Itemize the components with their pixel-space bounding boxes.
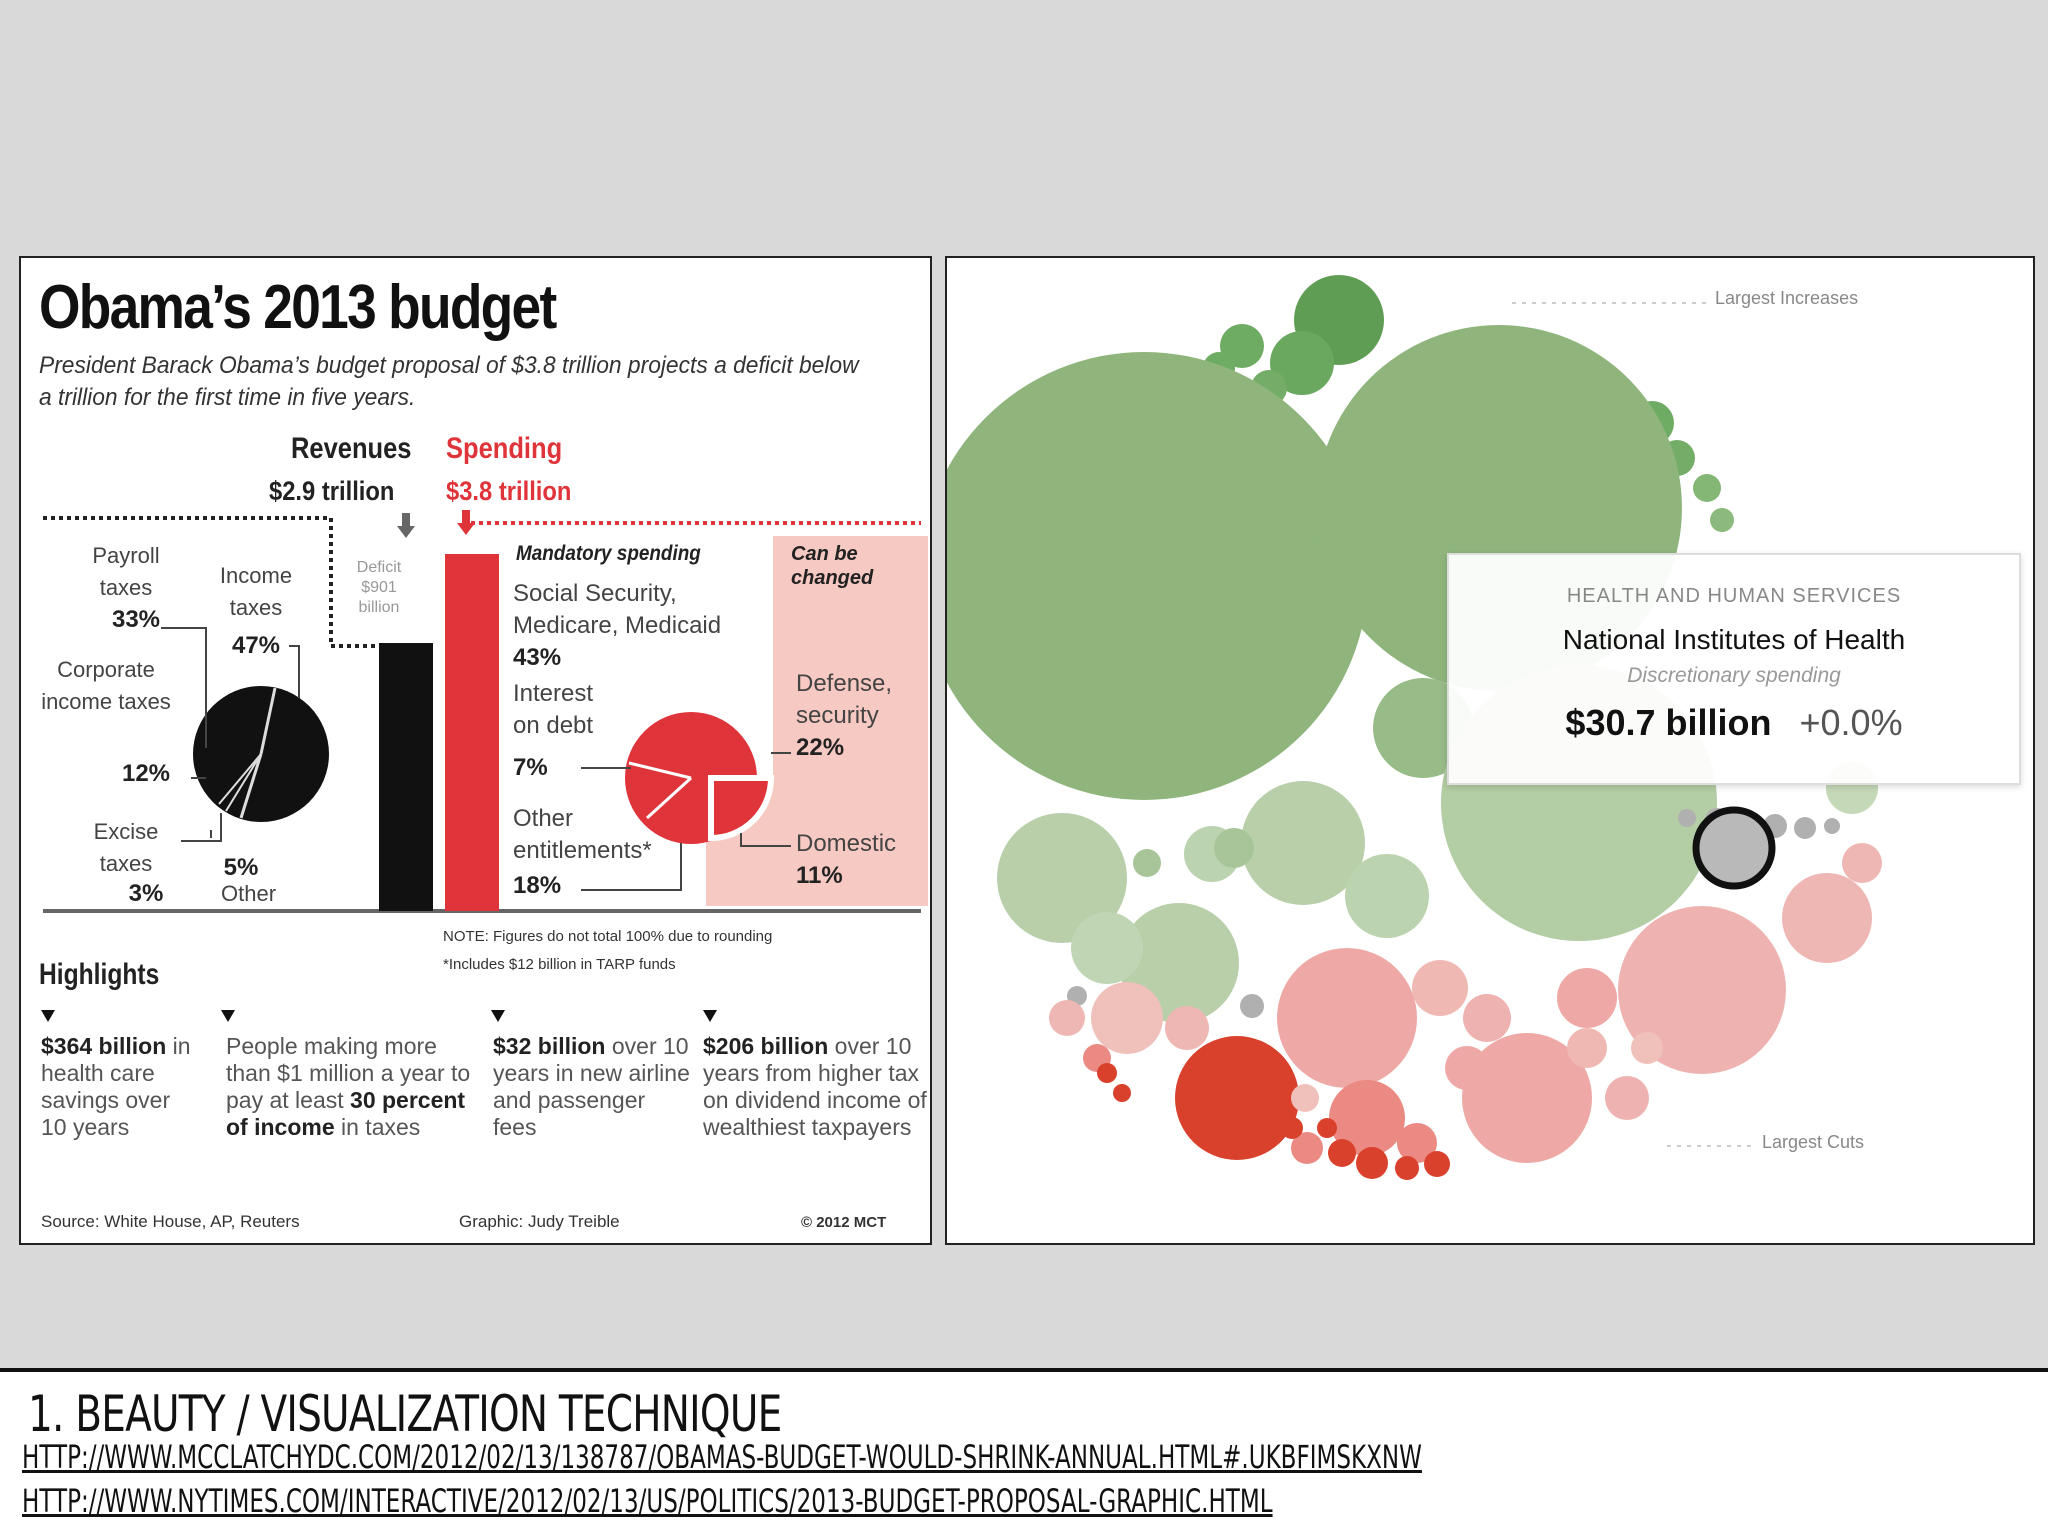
tooltip-amount: $30.7 billion bbox=[1565, 702, 1772, 743]
can-change-header: Can be changed bbox=[791, 543, 874, 589]
tooltip-change: +0.0% bbox=[1799, 702, 1903, 743]
social-label: Social Security, Medicare, Medicaid bbox=[513, 580, 722, 639]
budget-bubble-chart: Largest Increases Largest Cuts HEALTH AN… bbox=[945, 256, 2035, 1245]
bubble-tooltip: HEALTH AND HUMAN SERVICES National Insti… bbox=[1447, 553, 2021, 785]
deficit-label: Deficit $901 billion bbox=[356, 559, 402, 616]
revenues-amount: $2.9 trillion bbox=[269, 476, 395, 506]
excise-label: Excise taxes bbox=[93, 819, 159, 876]
interest-label: Interest on debt bbox=[513, 680, 594, 739]
other-label: Other bbox=[221, 881, 277, 906]
revenues-label: Revenues bbox=[291, 432, 412, 465]
defense-pct: 22% bbox=[796, 734, 845, 761]
highlight-marker-1 bbox=[41, 1010, 55, 1022]
payroll-pct: 33% bbox=[111, 606, 161, 633]
bubble-largest-1 bbox=[947, 352, 1368, 800]
caption-divider bbox=[0, 1368, 2048, 1372]
spending-bar bbox=[445, 554, 499, 911]
tooltip-type: Discretionary spending bbox=[1627, 664, 1841, 687]
other-ent-pct: 18% bbox=[513, 872, 562, 899]
social-pct: 43% bbox=[513, 644, 562, 671]
infographic-title: Obama’s 2013 budget bbox=[39, 273, 557, 342]
income-label: Income taxes bbox=[219, 563, 293, 620]
other-pct: 5% bbox=[223, 854, 259, 881]
other-ent-label: Other entitlements* bbox=[513, 805, 652, 864]
interest-pct: 7% bbox=[513, 754, 548, 781]
highlight-2: People making more than $1 million a yea… bbox=[226, 1033, 471, 1140]
excise-pct: 3% bbox=[128, 880, 164, 907]
largest-increases-label: Largest Increases bbox=[1715, 288, 1859, 308]
highlight-marker-4 bbox=[703, 1010, 717, 1022]
caption-link-nytimes[interactable]: HTTP://WWW.NYTIMES.COM/INTERACTIVE/2012/… bbox=[22, 1482, 1273, 1520]
bubble-largest-cut bbox=[1175, 1036, 1299, 1160]
note-tarp: *Includes $12 billion in TARP funds bbox=[443, 956, 676, 973]
spending-amount: $3.8 trillion bbox=[446, 476, 572, 506]
caption-title: 1. BEAUTY / VISUALIZATION TECHNIQUE bbox=[28, 1385, 782, 1443]
highlight-marker-2 bbox=[221, 1010, 235, 1022]
tooltip-name: National Institutes of Health bbox=[1562, 624, 1906, 655]
revenue-bar bbox=[379, 643, 433, 911]
corporate-pct: 12% bbox=[121, 760, 171, 787]
graphic-credit: Graphic: Judy Treible bbox=[459, 1212, 620, 1231]
domestic-label: Domestic bbox=[796, 830, 897, 857]
selected-bubble bbox=[1692, 806, 1776, 890]
infographic-shapes bbox=[43, 510, 928, 913]
caption-link-mcclatchy[interactable]: HTTP://WWW.MCCLATCHYDC.COM/2012/02/13/13… bbox=[22, 1438, 1422, 1476]
highlight-marker-3 bbox=[491, 1010, 505, 1022]
tooltip-category: HEALTH AND HUMAN SERVICES bbox=[1566, 585, 1902, 607]
source-credit: Source: White House, AP, Reuters bbox=[41, 1212, 300, 1231]
highlight-4: $206 billion over 10 years from higher t… bbox=[703, 1033, 927, 1140]
corporate-label: Corporate income taxes bbox=[41, 657, 171, 714]
defense-label: Defense, security bbox=[796, 670, 893, 729]
income-pct: 47% bbox=[231, 632, 281, 659]
budget-infographic: Obama’s 2013 budget President Barack Oba… bbox=[19, 256, 932, 1245]
highlights-heading: Highlights bbox=[39, 958, 160, 991]
payroll-label: Payroll taxes bbox=[92, 543, 160, 600]
infographic-subtitle: President Barack Obama’s budget proposal… bbox=[39, 352, 859, 411]
mandatory-header: Mandatory spending bbox=[516, 542, 701, 565]
copyright: © 2012 MCT bbox=[801, 1214, 887, 1231]
largest-cuts-label: Largest Cuts bbox=[1762, 1132, 1865, 1152]
spending-label: Spending bbox=[446, 432, 563, 465]
domestic-pct: 11% bbox=[796, 862, 843, 889]
note-rounding: NOTE: Figures do not total 100% due to r… bbox=[443, 928, 773, 945]
highlight-1: $364 billion in health care savings over… bbox=[41, 1033, 191, 1140]
highlight-3: $32 billion over 10 years in new airline… bbox=[493, 1033, 690, 1140]
tooltip-amount-row: $30.7 billion +0.0% bbox=[1449, 702, 2019, 744]
caption-area bbox=[0, 1372, 2048, 1535]
